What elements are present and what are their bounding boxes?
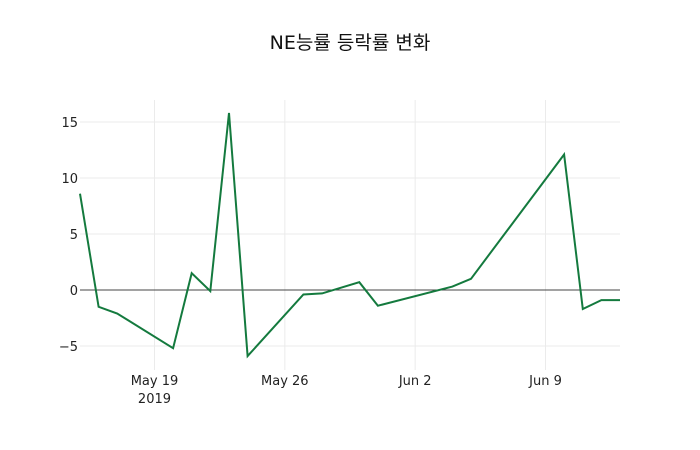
x-axis-ticks: May 19 2019 May 26 Jun 2 Jun 9 <box>131 374 562 407</box>
x-tick-label: Jun 2 <box>398 374 432 389</box>
y-tick-label: 0 <box>70 284 78 299</box>
y-axis-ticks: 15 10 5 0 −5 <box>59 116 78 355</box>
y-tick-label: −5 <box>59 340 78 355</box>
x-tick-label: May 19 <box>131 374 179 389</box>
series-line <box>79 112 620 359</box>
y-tick-label: 5 <box>70 228 78 243</box>
x-tick-label: May 26 <box>261 374 309 389</box>
y-tick-label: 10 <box>61 172 78 187</box>
x-tick-label: Jun 9 <box>528 374 562 389</box>
data-series-line <box>79 112 620 359</box>
chart-title: NE능률 등락률 변화 <box>269 32 431 54</box>
gridlines <box>80 100 620 370</box>
x-tick-year-label: 2019 <box>138 392 171 407</box>
y-tick-label: 15 <box>61 116 78 131</box>
